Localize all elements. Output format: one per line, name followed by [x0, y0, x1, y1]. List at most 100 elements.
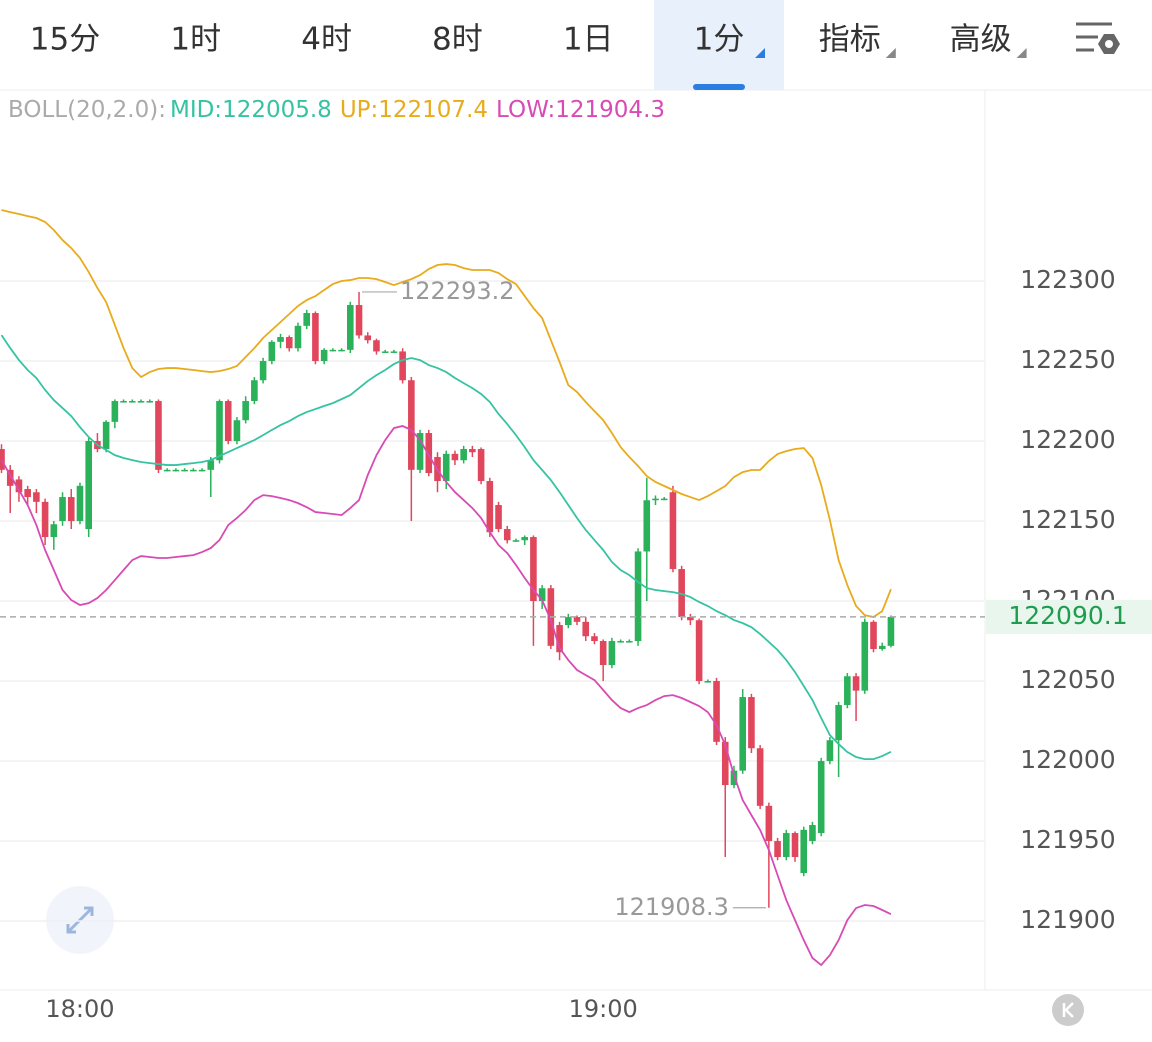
dropdown-triangle — [1016, 48, 1027, 58]
candle-body — [303, 313, 310, 326]
candle-body — [0, 449, 5, 470]
candle-body — [495, 505, 502, 530]
candle-body — [809, 825, 816, 842]
candle-body — [477, 449, 485, 482]
legend: BOLL(20,2.0): MID:122005.8 UP:122107.4 LOW:… — [8, 97, 665, 123]
candle-body — [748, 697, 755, 749]
legend-value: 121904.3 — [555, 97, 665, 123]
candle-body — [765, 805, 773, 842]
candle-body — [844, 676, 851, 706]
candle-body — [390, 351, 398, 353]
candle-body — [538, 588, 546, 602]
candle-body — [294, 325, 302, 349]
candle-body — [634, 551, 642, 642]
candle-body — [800, 829, 808, 874]
y-tick-label: 122250 — [1020, 345, 1115, 374]
candle-body — [442, 453, 450, 482]
x-tick-label: 19:00 — [569, 995, 638, 1023]
high-annotation: 122293.2 — [400, 277, 515, 305]
active-tab-background — [654, 0, 784, 90]
candle-body — [852, 676, 860, 691]
candle-body — [85, 441, 92, 530]
candle-body — [425, 433, 433, 474]
candle-body — [268, 341, 276, 362]
tab[interactable]: 4时 — [301, 22, 352, 58]
candle-body — [76, 485, 84, 522]
candle-body — [826, 740, 834, 762]
candle-body — [207, 460, 215, 470]
candle-body — [120, 401, 127, 403]
candle-body — [347, 305, 354, 350]
x-tick-label: 18:00 — [45, 995, 114, 1023]
candle-body — [198, 469, 206, 472]
candle-body — [373, 340, 380, 352]
candle-body — [669, 492, 677, 570]
candle-body — [41, 501, 49, 538]
boll-line — [0, 334, 892, 761]
candle-body — [521, 537, 528, 541]
y-tick-label: 122150 — [1020, 505, 1115, 534]
candle-body — [320, 349, 328, 362]
tab[interactable]: 15分 — [30, 22, 100, 58]
candle-body — [591, 636, 598, 642]
candle-body — [721, 741, 729, 786]
candle-body — [338, 349, 345, 352]
y-tick-label: 122050 — [1020, 665, 1115, 694]
candle-body — [155, 401, 162, 470]
candle-body — [6, 469, 14, 486]
candle-body — [704, 681, 712, 683]
candle-body — [774, 841, 781, 858]
candle-body — [102, 421, 110, 450]
tab[interactable]: 8时 — [432, 22, 483, 58]
y-tick-label: 122200 — [1020, 425, 1115, 454]
candle-body — [216, 401, 223, 461]
candle-body — [355, 305, 363, 336]
candle-body — [687, 617, 694, 621]
legend-value: 122005.8 — [222, 97, 332, 123]
candle-body — [451, 453, 459, 461]
candle-body — [224, 401, 232, 442]
candle-body — [678, 569, 685, 618]
candle-body — [172, 469, 180, 472]
back-to-latest-button[interactable] — [1052, 994, 1084, 1026]
candle-body — [791, 833, 799, 858]
candle-body — [652, 498, 659, 501]
candle-body — [15, 479, 23, 493]
candle-body — [312, 313, 319, 362]
candle-body — [660, 498, 668, 501]
candle-body — [67, 497, 75, 522]
candle-body — [870, 621, 877, 650]
low-annotation: 121908.3 — [614, 893, 729, 921]
candle-body — [608, 641, 616, 666]
candle-body — [530, 537, 537, 602]
candle-body — [190, 469, 197, 472]
candle-body — [617, 641, 624, 643]
candle-body — [643, 500, 651, 552]
expand-button[interactable] — [46, 886, 114, 954]
tab[interactable]: 1时 — [170, 22, 221, 58]
candle-body — [33, 492, 40, 502]
boll-line — [1, 209, 892, 619]
settings-icon[interactable] — [1076, 22, 1120, 54]
candle-body — [626, 641, 633, 643]
last-price-box — [986, 599, 1152, 634]
tab[interactable]: 高级 — [950, 22, 1012, 58]
tab[interactable]: 1分 — [694, 22, 745, 58]
candle-body — [399, 351, 406, 381]
candle-body — [277, 337, 284, 342]
y-tick-label: 122000 — [1020, 745, 1115, 774]
candle-body — [251, 380, 258, 402]
candle-body — [460, 449, 467, 461]
candle-body — [599, 641, 607, 666]
candle-body — [50, 524, 58, 538]
candle-body — [233, 420, 241, 442]
tab[interactable]: 指标 — [819, 22, 881, 58]
candle-body — [713, 681, 720, 742]
candle-body — [181, 469, 188, 472]
tab[interactable]: 1日 — [563, 22, 614, 58]
candle-body — [739, 697, 746, 771]
candle-body — [565, 617, 572, 626]
candle-body — [111, 401, 119, 422]
legend-name: UP: — [340, 97, 378, 123]
